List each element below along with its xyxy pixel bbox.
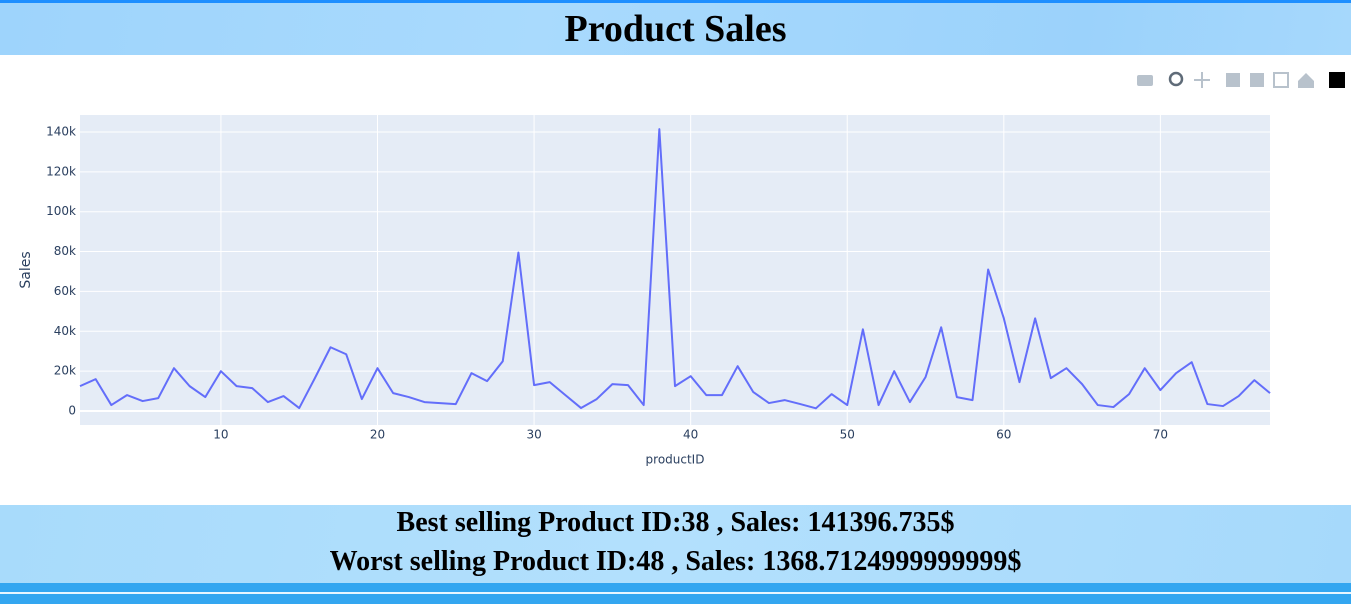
autoscale-icon[interactable] — [1273, 72, 1289, 88]
best-selling: Best selling Product ID:38 , Sales: 1413… — [396, 507, 955, 538]
series-line — [79, 128, 1271, 410]
x-tick-label: 60 — [996, 428, 1011, 442]
camera-icon[interactable] — [1137, 75, 1153, 86]
y-tick-label: 40k — [54, 324, 76, 338]
y-tick-label: 140k — [46, 124, 76, 138]
x-tick-label: 10 — [213, 428, 228, 442]
y-tick-label: 120k — [46, 164, 76, 178]
x-tick-label: 30 — [526, 428, 541, 442]
y-tick-label: 80k — [54, 244, 76, 258]
reset-icon[interactable] — [1298, 73, 1314, 88]
y-tick-label: 60k — [54, 284, 76, 298]
zoom-icon[interactable] — [1168, 71, 1184, 87]
zoom-in-icon[interactable] — [1226, 73, 1240, 87]
x-axis-title: productID — [646, 453, 705, 467]
worst-selling: Worst selling Product ID:48 , Sales: 136… — [329, 546, 1022, 577]
y-tick-label: 100k — [46, 204, 76, 218]
x-tick-label: 70 — [1153, 428, 1168, 442]
x-tick-label: 50 — [840, 428, 855, 442]
y-tick-label: 20k — [54, 364, 76, 378]
y-axis-title: Sales — [18, 251, 34, 288]
zoom-out-icon[interactable] — [1250, 73, 1264, 87]
footer-bar — [0, 583, 1351, 604]
footer: Best selling Product ID:38 , Sales: 1413… — [0, 505, 1351, 583]
y-tick-label: 0 — [68, 404, 76, 418]
chart: productID Sales 0 20k 40k 60k 80k 100k 120k 140… — [18, 71, 1345, 467]
plotly-logo[interactable] — [1329, 72, 1345, 88]
page-title: Product Sales — [564, 8, 787, 50]
x-tick-label: 20 — [370, 428, 385, 442]
modebar — [1137, 71, 1345, 88]
header: Product Sales — [0, 0, 1351, 55]
x-tick-label: 40 — [683, 428, 698, 442]
pan-icon[interactable] — [1194, 72, 1210, 88]
